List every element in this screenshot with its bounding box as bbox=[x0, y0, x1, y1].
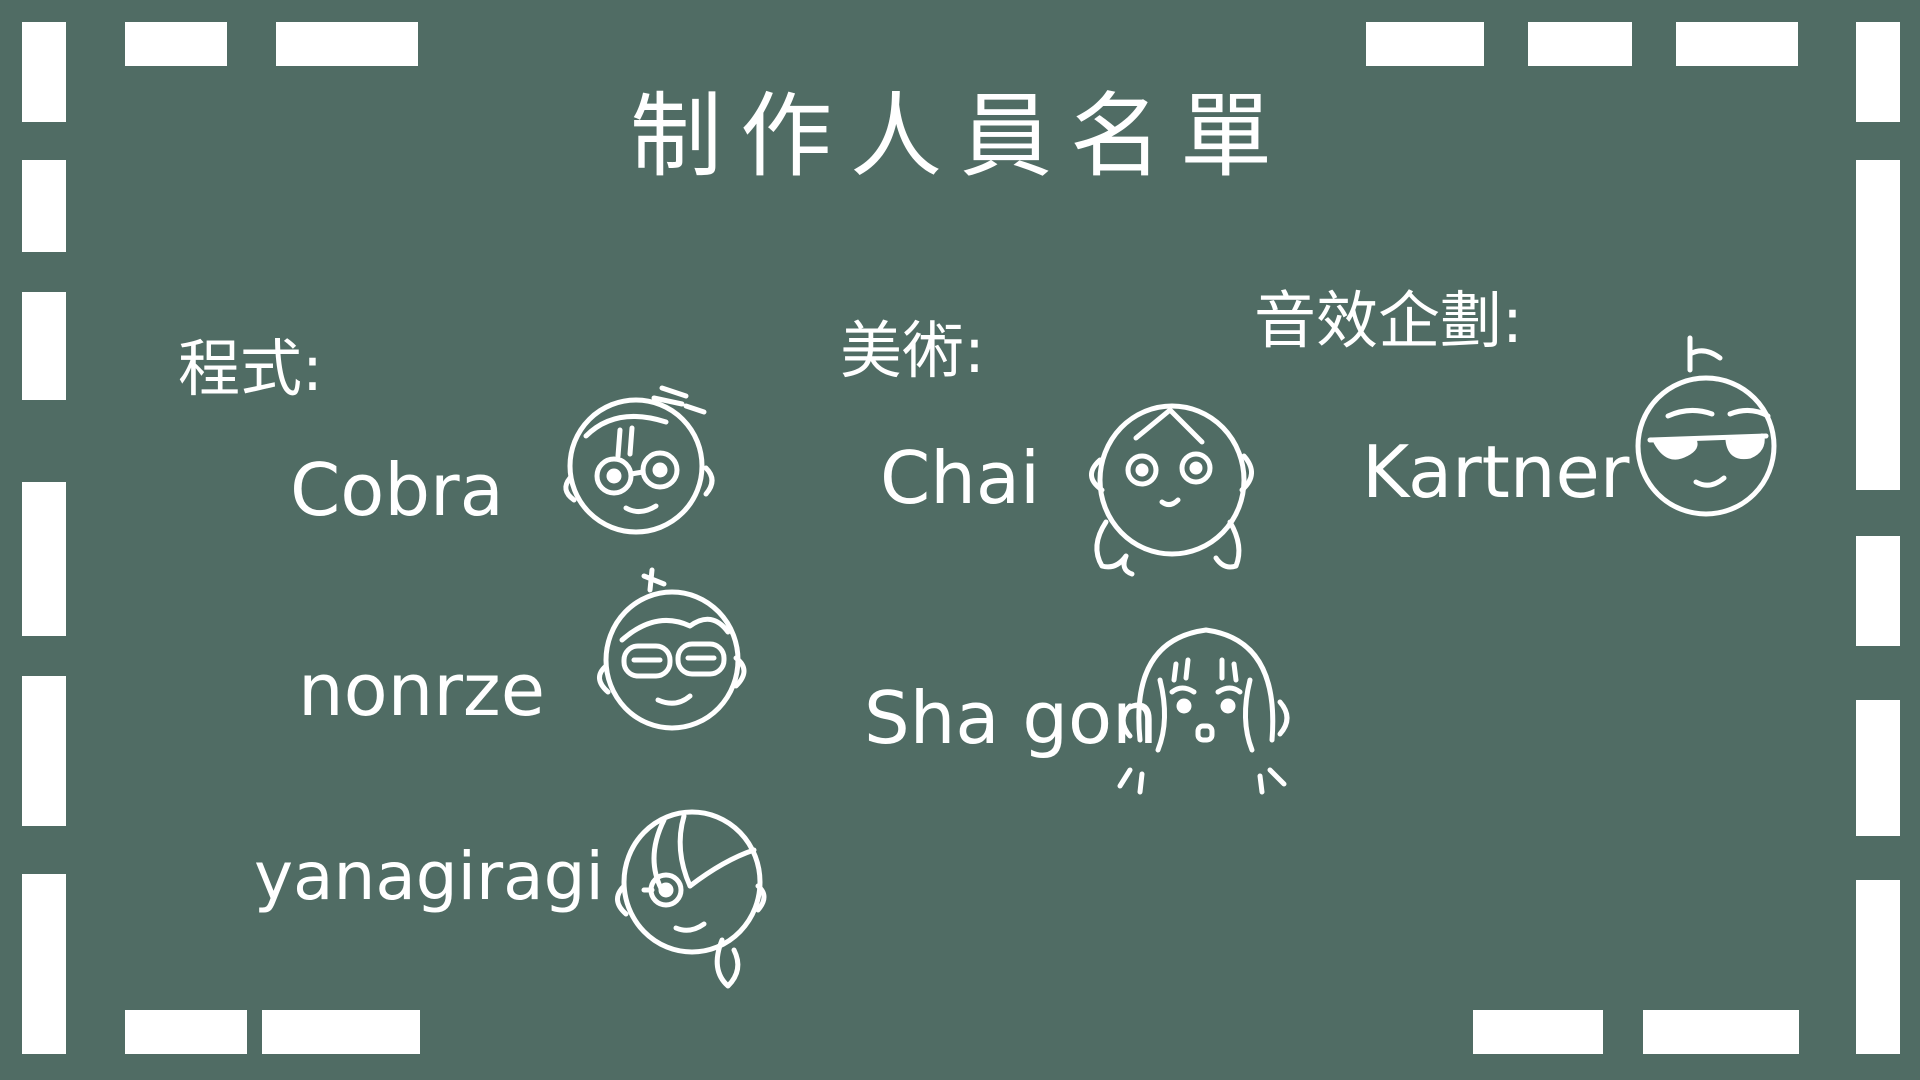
border-dash bbox=[22, 874, 66, 1054]
border-dash bbox=[276, 22, 418, 66]
member-name: Cobra bbox=[290, 448, 504, 532]
glasses-smile-face-icon bbox=[586, 567, 766, 740]
girl-face-icon bbox=[1076, 390, 1266, 600]
border-dash bbox=[1856, 22, 1900, 122]
border-dash bbox=[22, 160, 66, 252]
glasses-boy-face-icon bbox=[556, 385, 736, 546]
side-bang-face-icon bbox=[604, 790, 784, 990]
member-name: Kartner bbox=[1362, 430, 1630, 514]
border-dash bbox=[125, 22, 227, 66]
border-dash bbox=[1856, 536, 1900, 646]
border-dash bbox=[22, 676, 66, 826]
border-dash bbox=[1856, 342, 1900, 490]
border-dash bbox=[1528, 22, 1632, 66]
border-dash bbox=[125, 1010, 247, 1054]
border-dash bbox=[1643, 1010, 1799, 1054]
member-name: Sha gon bbox=[864, 676, 1158, 760]
border-dash bbox=[1856, 160, 1900, 344]
member-name: nonrze bbox=[298, 648, 546, 732]
art-heading: 美術: bbox=[840, 314, 985, 387]
border-dash bbox=[1473, 1010, 1603, 1054]
border-dash bbox=[1856, 880, 1900, 1054]
credits-title: 制作人員名單 bbox=[629, 83, 1290, 190]
border-dash bbox=[262, 1010, 420, 1054]
member-name: yanagiragi bbox=[254, 838, 604, 915]
long-hair-face-icon bbox=[1110, 620, 1300, 810]
border-dash bbox=[22, 22, 66, 122]
border-dash bbox=[1856, 700, 1900, 836]
border-dash bbox=[1366, 22, 1484, 66]
member-name: Chai bbox=[880, 436, 1041, 520]
border-dash bbox=[1676, 22, 1798, 66]
border-dash bbox=[22, 292, 66, 400]
border-dash bbox=[22, 482, 66, 636]
sound-design-heading: 音效企劃: bbox=[1254, 284, 1523, 357]
sunglasses-face-icon bbox=[1620, 330, 1800, 530]
programming-heading: 程式: bbox=[178, 332, 323, 405]
